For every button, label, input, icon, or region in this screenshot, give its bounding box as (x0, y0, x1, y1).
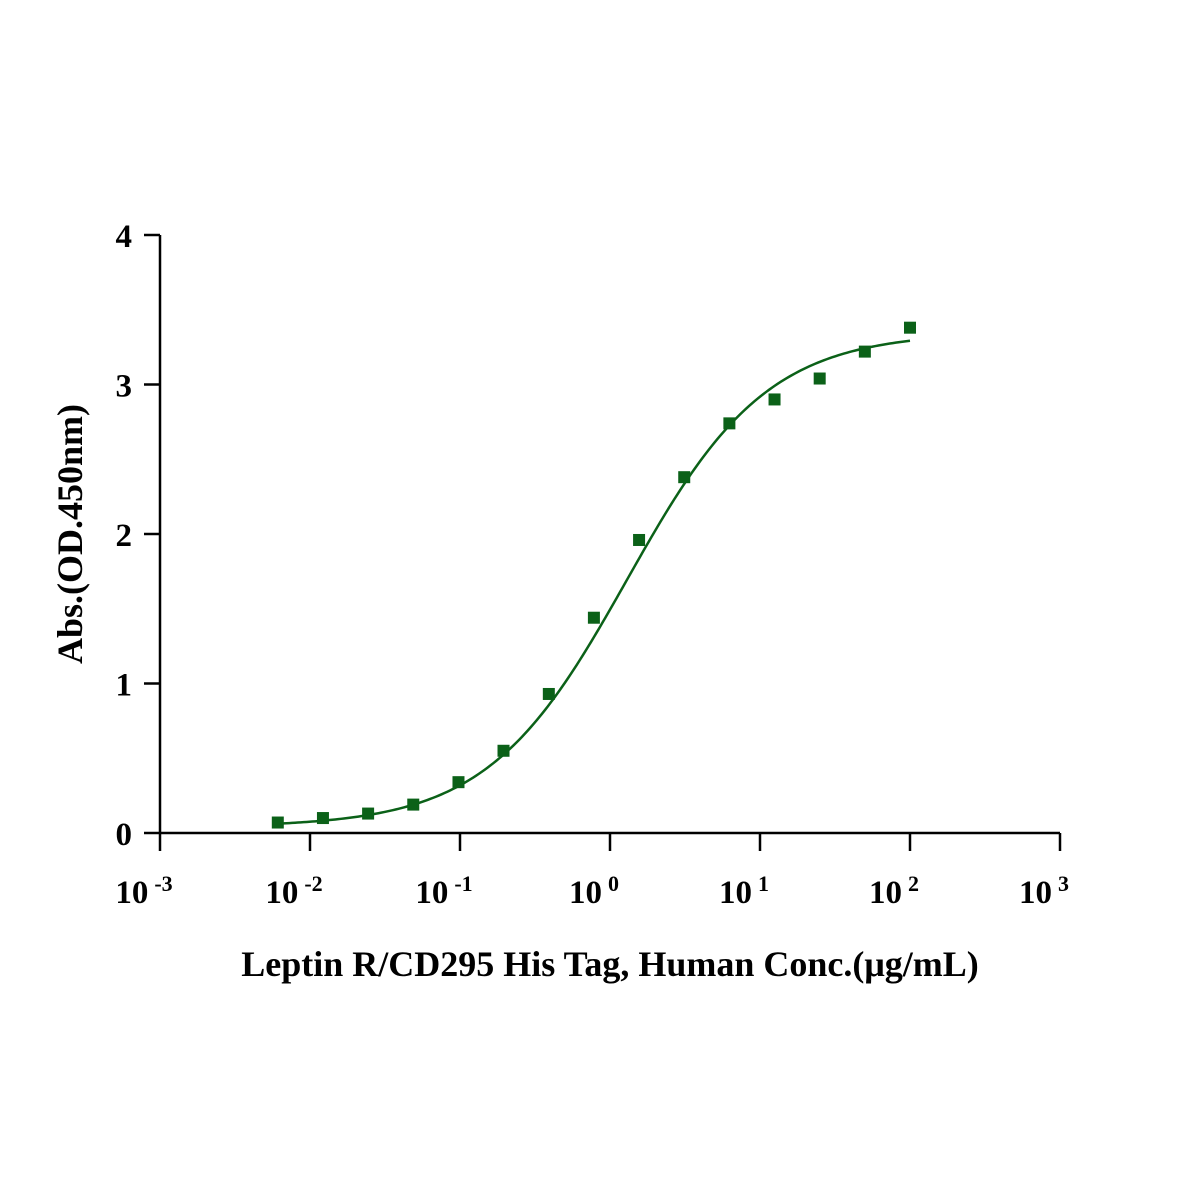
x-tick-label: 10 3 (1019, 871, 1069, 911)
fit-curve (277, 339, 911, 825)
y-tick-label: 4 (116, 219, 133, 255)
data-point (497, 744, 510, 757)
x-tick-base: 10 (265, 875, 298, 911)
x-tick-label: 10 -3 (115, 871, 172, 911)
y-tick-label: 2 (116, 518, 133, 554)
data-point (271, 816, 284, 829)
data-point (587, 611, 600, 624)
x-tick-base: 10 (415, 875, 448, 911)
data-point (904, 321, 916, 334)
x-tick-base: 10 (569, 875, 602, 911)
x-tick-exponent: -1 (454, 871, 472, 896)
data-point (407, 798, 420, 811)
data-point (678, 471, 691, 484)
y-ticks: 0 1 2 3 4 (116, 219, 160, 853)
x-tick-base: 10 (115, 875, 148, 911)
x-axis-title: Leptin R/CD295 His Tag, Human Conc.(μg/m… (241, 944, 979, 984)
axes (158, 235, 1060, 835)
x-tick-exponent: -2 (304, 871, 322, 896)
data-point (723, 417, 736, 430)
x-tick-label: 10 1 (719, 871, 769, 911)
x-tick-exponent: -3 (154, 871, 172, 896)
x-tick-label: 10 0 (569, 871, 619, 911)
data-point (452, 776, 465, 789)
data-point (813, 372, 826, 385)
data-point (858, 345, 871, 358)
x-ticks: 10 -3 10 -2 10 -1 10 0 10 1 10 2 10 3 (115, 833, 1069, 911)
x-tick-exponent: 3 (1058, 871, 1069, 896)
y-tick-label: 1 (116, 668, 133, 704)
data-points (271, 321, 916, 829)
data-point (633, 533, 646, 546)
y-axis-title: Abs.(OD.450nm) (50, 404, 90, 664)
data-point (316, 812, 329, 825)
x-tick-exponent: 0 (608, 871, 619, 896)
y-tick-label: 3 (116, 369, 133, 405)
data-point (362, 807, 375, 820)
x-tick-label: 10 -2 (265, 871, 322, 911)
x-tick-base: 10 (719, 875, 752, 911)
x-tick-base: 10 (1019, 875, 1052, 911)
x-tick-base: 10 (869, 875, 902, 911)
x-tick-exponent: 1 (758, 871, 769, 896)
data-point (768, 393, 781, 406)
y-tick-label: 0 (116, 817, 133, 853)
x-tick-label: 10 2 (869, 871, 919, 911)
data-point (542, 687, 555, 700)
x-tick-label: 10 -1 (415, 871, 472, 911)
x-tick-exponent: 2 (908, 871, 919, 896)
